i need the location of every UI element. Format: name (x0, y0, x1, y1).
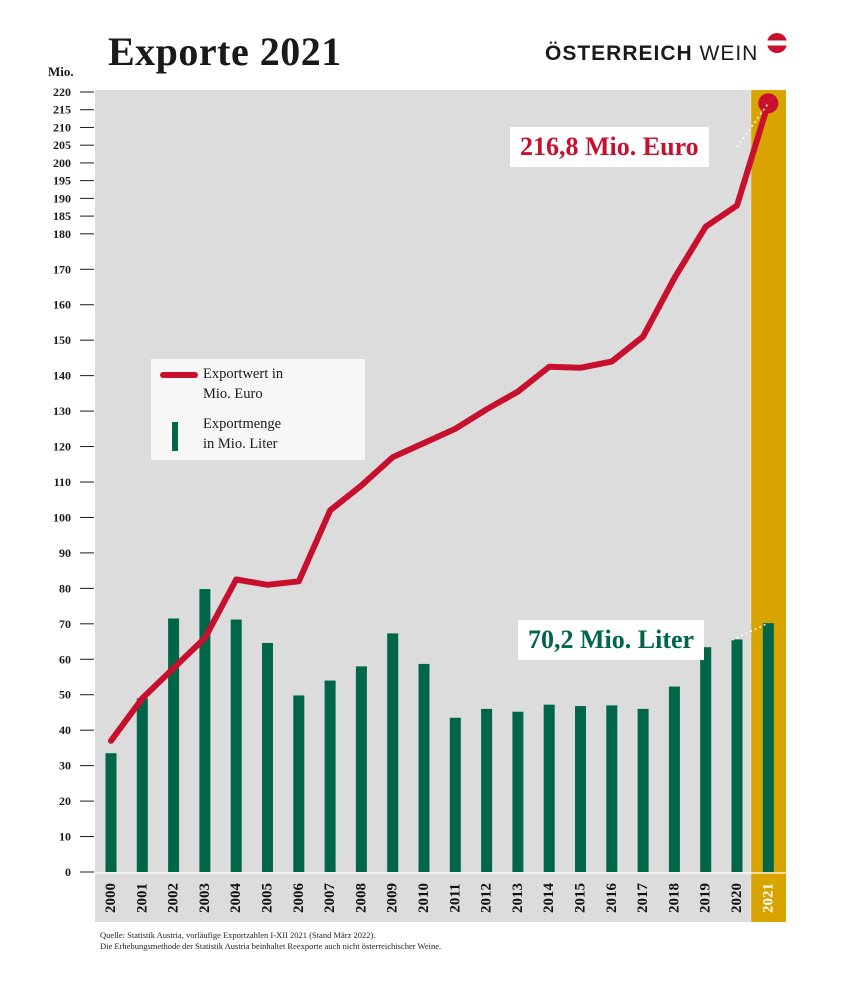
y-tick-label: 100 (53, 510, 71, 524)
x-tick-label: 2016 (604, 883, 620, 914)
x-tick-label: 2001 (134, 883, 150, 913)
legend-bar-swatch (172, 422, 178, 451)
y-tick-label: 190 (53, 191, 71, 205)
x-tick-label: 2002 (166, 883, 182, 913)
austrian-flag-logo-icon (767, 33, 787, 53)
source-line-1: Quelle: Statistik Austria, vorläufige Ex… (100, 930, 376, 940)
bar-2013 (512, 711, 524, 872)
y-tick-label: 80 (59, 581, 71, 595)
x-tick-label: 2017 (635, 883, 651, 914)
brand-name-light: WEIN (692, 42, 759, 65)
x-tick-label: 2013 (510, 883, 526, 913)
x-tick-label: 2004 (228, 883, 244, 914)
bar-2012 (481, 708, 493, 872)
legend-bar-label-2: in Mio. Liter (203, 436, 278, 452)
source-line-2: Die Erhebungsmethode der Statistik Austr… (100, 941, 442, 951)
bar-2014 (543, 704, 555, 872)
x-tick-label: 2014 (541, 883, 557, 914)
legend-line-label: Exportwert in Mio. Euro (203, 364, 363, 404)
x-tick-label: 2000 (103, 883, 119, 913)
x-tick-label: 2021 (760, 883, 776, 913)
legend-line-label-2: Mio. Euro (203, 386, 263, 402)
x-tick-label: 2009 (385, 883, 401, 913)
legend-line-label-1: Exportwert in (203, 366, 284, 382)
bar-2002 (168, 618, 180, 872)
y-tick-label: 50 (59, 688, 71, 702)
bar-2018 (668, 686, 680, 872)
bar-2005 (262, 642, 273, 872)
y-tick-label: 210 (53, 120, 71, 134)
bar-2004 (230, 619, 242, 872)
y-tick-label: 205 (53, 138, 71, 152)
y-tick-label: 150 (53, 333, 71, 347)
bar-2003 (199, 589, 211, 872)
x-tick-label: 2011 (447, 883, 463, 912)
last-point-marker (758, 93, 779, 114)
y-tick-label: 160 (53, 298, 71, 312)
brand-name-bold: ÖSTERREICH (545, 42, 693, 65)
bar-2021 (762, 623, 774, 872)
volume-leader-line (731, 622, 769, 641)
y-tick-label: 200 (53, 156, 71, 170)
source-note: Quelle: Statistik Austria, vorläufige Ex… (100, 930, 441, 952)
legend-bar-label: Exportmenge in Mio. Liter (203, 414, 363, 454)
y-tick-label: 10 (59, 830, 71, 844)
y-tick-label: 185 (53, 209, 71, 223)
chart-legend: Exportwert in Mio. Euro Exportmenge in M… (151, 359, 365, 460)
bar-2016 (606, 705, 618, 872)
x-tick-label: 2008 (353, 883, 369, 913)
legend-bar-label-1: Exportmenge (203, 416, 282, 432)
y-tick-label: 40 (59, 723, 71, 737)
x-tick-label: 2007 (322, 883, 338, 914)
x-tick-label: 2015 (573, 883, 589, 913)
bar-2006 (293, 695, 305, 872)
brand-wordmark: ÖSTERREICH WEIN (545, 42, 758, 66)
x-tick-label: 2020 (729, 883, 745, 913)
x-tick-label: 2010 (416, 883, 432, 913)
y-tick-label: 140 (53, 369, 71, 383)
y-tick-label: 60 (59, 652, 71, 666)
bar-2015 (575, 706, 586, 872)
y-tick-label: 220 (53, 85, 71, 99)
y-tick-label: 180 (53, 227, 71, 241)
x-tick-label: 2018 (666, 883, 682, 913)
y-axis-unit-label: Mio. (48, 64, 74, 79)
bar-2008 (355, 666, 367, 872)
y-tick-label: 90 (59, 546, 71, 560)
value-leader-line (736, 102, 769, 148)
y-tick-label: 70 (59, 617, 71, 631)
volume-callout: 70,2 Mio. Liter (518, 620, 705, 660)
y-tick-label: 120 (53, 440, 71, 454)
x-tick-label: 2012 (479, 883, 495, 913)
legend-line-swatch (160, 372, 198, 378)
y-tick-label: 20 (59, 794, 71, 808)
bar-2000 (105, 753, 117, 872)
chart-title: Exporte 2021 (108, 29, 342, 74)
y-tick-label: 30 (59, 759, 71, 773)
x-tick-label: 2005 (260, 883, 276, 913)
plot-background (95, 90, 786, 922)
x-tick-label: 2003 (197, 883, 213, 913)
x-tick-label: 2019 (698, 883, 714, 913)
y-tick-label: 0 (65, 865, 71, 879)
bar-2017 (637, 708, 649, 872)
bar-2019 (700, 647, 712, 872)
export-value-line (108, 100, 772, 744)
y-tick-label: 215 (53, 103, 71, 117)
bar-2011 (449, 717, 461, 872)
bar-2009 (387, 633, 399, 872)
bar-2010 (418, 663, 430, 872)
value-callout: 216,8 Mio. Euro (510, 127, 709, 167)
bar-2001 (136, 698, 148, 872)
y-tick-label: 110 (54, 475, 71, 489)
x-tick-label: 2006 (291, 883, 307, 914)
y-tick-label: 170 (53, 262, 71, 276)
bar-2020 (731, 639, 743, 872)
y-tick-label: 195 (53, 174, 71, 188)
y-tick-label: 130 (53, 404, 71, 418)
bar-2007 (324, 680, 336, 872)
